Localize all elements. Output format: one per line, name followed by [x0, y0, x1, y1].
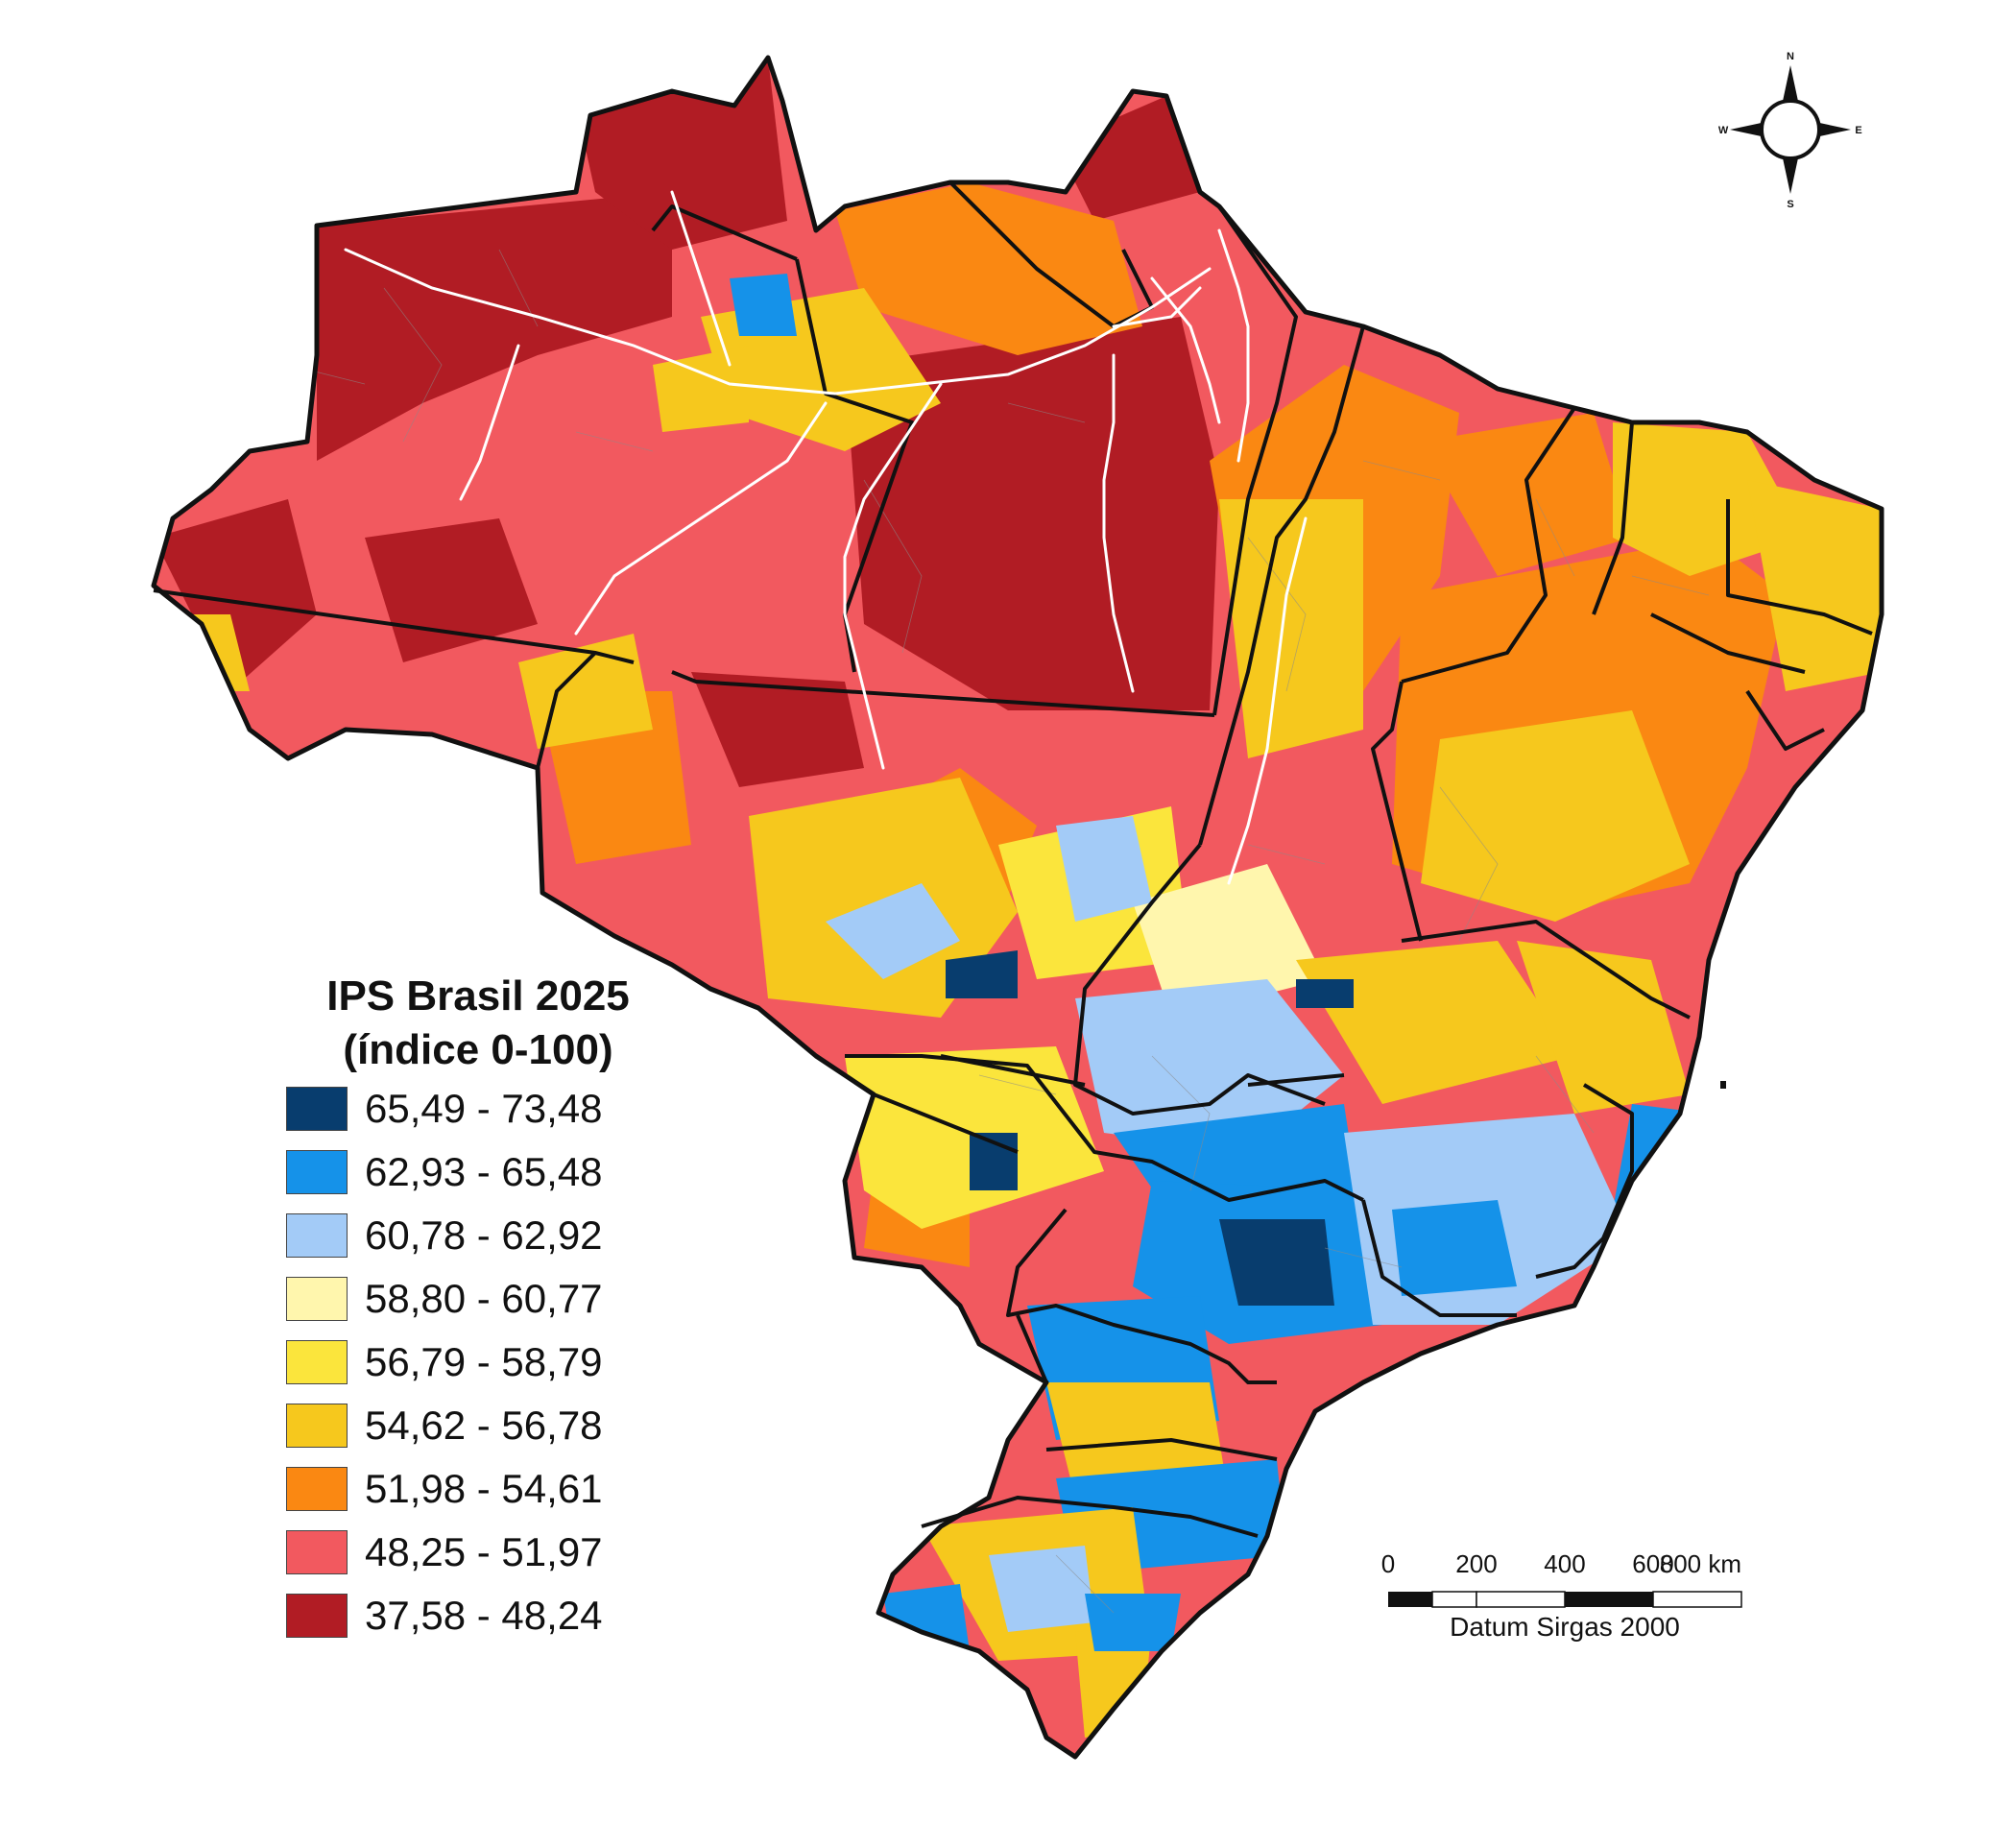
legend-label: 37,58 - 48,24: [365, 1593, 603, 1638]
legend-item: 58,80 - 60,77: [286, 1267, 670, 1331]
legend-label: 56,79 - 58,79: [365, 1339, 603, 1384]
legend-label: 62,93 - 65,48: [365, 1149, 603, 1194]
compass-north-label: N: [1787, 51, 1794, 62]
legend-label: 54,62 - 56,78: [365, 1403, 603, 1448]
legend-label: 51,98 - 54,61: [365, 1466, 603, 1511]
legend-swatch: [286, 1150, 348, 1194]
scale-tick-200: 200: [1455, 1549, 1497, 1578]
compass-south-label: S: [1787, 199, 1793, 210]
legend-item: 51,98 - 54,61: [286, 1457, 670, 1521]
scale-tick-400: 400: [1544, 1549, 1585, 1578]
legend-item: 62,93 - 65,48: [286, 1140, 670, 1204]
scale-tick-800: 800 km: [1660, 1549, 1741, 1578]
compass-west-label: W: [1718, 125, 1729, 136]
legend-item: 56,79 - 58,79: [286, 1331, 670, 1394]
scale-bar: 0 200 400 600 800 km Datum Sirgas 2000: [1344, 1536, 1747, 1651]
scale-tick-0: 0: [1381, 1549, 1395, 1578]
legend-title-line1: IPS Brasil 2025: [326, 972, 630, 1020]
compass-rose-icon: N S W E: [1718, 48, 1862, 211]
brazil-outline: [151, 55, 1884, 1760]
legend-label: 48,25 - 51,97: [365, 1529, 603, 1574]
legend-item: 48,25 - 51,97: [286, 1521, 670, 1584]
legend-item: 65,49 - 73,48: [286, 1077, 670, 1140]
legend-label: 65,49 - 73,48: [365, 1086, 603, 1131]
legend-item: 60,78 - 62,92: [286, 1204, 670, 1267]
legend-swatch: [286, 1467, 348, 1511]
legend-swatch: [286, 1594, 348, 1638]
scale-segment: [1388, 1592, 1432, 1607]
compass-east-label: E: [1855, 125, 1861, 136]
scale-datum-label: Datum Sirgas 2000: [1450, 1612, 1680, 1642]
legend-item: 37,58 - 48,24: [286, 1584, 670, 1647]
legend-items: 65,49 - 73,48 62,93 - 65,48 60,78 - 62,92 5…: [286, 1077, 670, 1647]
scale-segment: [1565, 1592, 1653, 1607]
municipality-boundaries: [287, 249, 1710, 1614]
legend-label: 58,80 - 60,77: [365, 1276, 603, 1321]
fernando-de-noronha-island: [1720, 1081, 1726, 1089]
legend-swatch: [286, 1530, 348, 1574]
legend-label: 60,78 - 62,92: [365, 1212, 603, 1258]
legend-swatch: [286, 1213, 348, 1258]
scale-segment: [1652, 1591, 1742, 1608]
legend: IPS Brasil 2025 (índice 0-100) 65,49 - 7…: [286, 970, 670, 1647]
legend-swatch: [286, 1087, 348, 1131]
legend-item: 54,62 - 56,78: [286, 1394, 670, 1457]
scale-segment: [1431, 1591, 1477, 1608]
rivers: [344, 190, 1308, 885]
legend-swatch: [286, 1340, 348, 1384]
scale-segment: [1476, 1591, 1566, 1608]
legend-swatch: [286, 1404, 348, 1448]
scale-tick-600: 600: [1632, 1549, 1673, 1578]
legend-swatch: [286, 1277, 348, 1321]
legend-title-line2: (índice 0-100): [343, 1026, 613, 1073]
